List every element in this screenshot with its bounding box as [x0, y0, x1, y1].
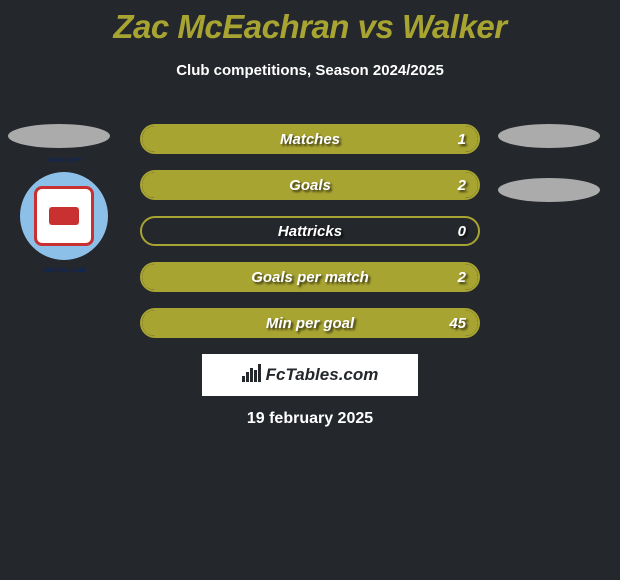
- stat-row-matches: Matches 1: [140, 124, 480, 154]
- stat-value: 2: [458, 177, 466, 194]
- stat-label: Matches: [142, 131, 478, 148]
- badge-text-bottom: FOOTBALL CLUB: [20, 268, 108, 274]
- club-badge: OXFORD CITY FOOTBALL CLUB: [20, 172, 108, 260]
- stat-label: Goals: [142, 177, 478, 194]
- page-subtitle: Club competitions, Season 2024/2025: [0, 62, 620, 79]
- stat-row-goals-per-match: Goals per match 2: [140, 262, 480, 292]
- stat-label: Min per goal: [142, 315, 478, 332]
- stat-value: 0: [458, 223, 466, 240]
- stat-label: Hattricks: [142, 223, 478, 240]
- fctables-brand-text: FcTables.com: [266, 365, 379, 385]
- stat-value: 2: [458, 269, 466, 286]
- badge-ox-icon: [49, 207, 79, 225]
- avatar-placeholder-right-1: [498, 124, 600, 148]
- date-text: 19 february 2025: [247, 410, 373, 428]
- badge-shield: [34, 186, 94, 246]
- fctables-brand-badge[interactable]: FcTables.com: [202, 354, 418, 396]
- stat-value: 45: [449, 315, 466, 332]
- bar-chart-icon: [242, 364, 262, 387]
- stat-label: Goals per match: [142, 269, 478, 286]
- stat-row-min-per-goal: Min per goal 45: [140, 308, 480, 338]
- page-title: Zac McEachran vs Walker: [0, 0, 620, 46]
- stats-container: Matches 1 Goals 2 Hattricks 0 Goals per …: [140, 124, 480, 354]
- stat-row-goals: Goals 2: [140, 170, 480, 200]
- avatar-placeholder-left: [8, 124, 110, 148]
- stat-value: 1: [458, 131, 466, 148]
- stat-row-hattricks: Hattricks 0: [140, 216, 480, 246]
- badge-text-top: OXFORD CITY: [20, 158, 108, 164]
- avatar-placeholder-right-2: [498, 178, 600, 202]
